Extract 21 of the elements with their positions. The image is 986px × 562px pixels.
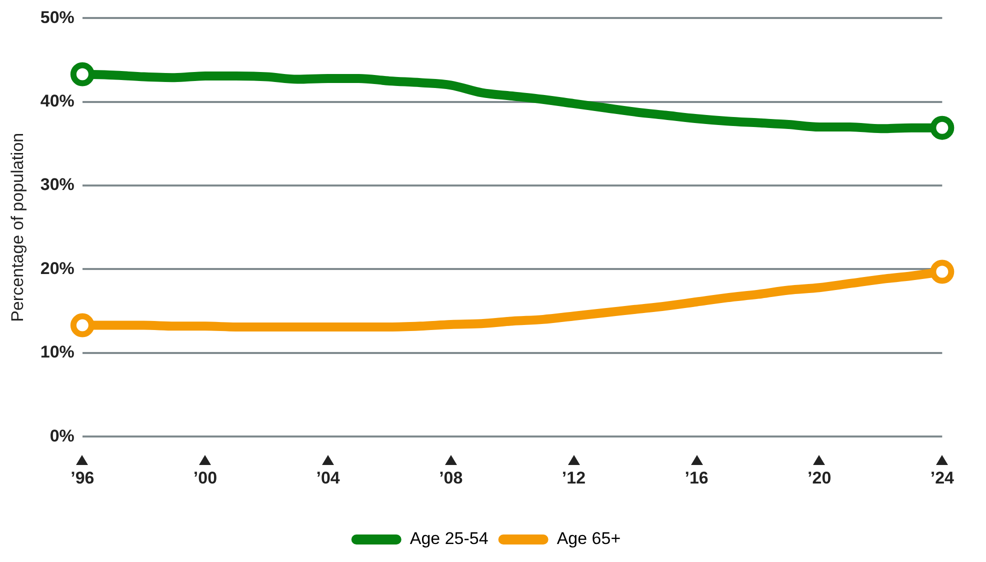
point	[70, 313, 94, 338]
point	[70, 62, 94, 86]
x-tick-label: ’04	[316, 468, 340, 488]
x-tick-label: ’96	[70, 468, 94, 488]
y-tick-label: 50%	[40, 8, 74, 27]
y-axis-title: Percentage of population	[8, 132, 27, 322]
y-tick-label: 0%	[50, 426, 74, 446]
point	[930, 116, 954, 140]
y-tick-label: 20%	[40, 258, 74, 278]
y-tick-label: 40%	[40, 92, 74, 111]
x-tick-label: ’08	[439, 468, 463, 488]
x-tick-label: ’24	[930, 468, 955, 488]
y-tick-label: 10%	[40, 342, 74, 362]
legend-label: Age 25-54	[410, 529, 488, 548]
x-tick-label: ’16	[684, 468, 708, 488]
y-tick-label: 30%	[40, 175, 74, 194]
legend-label: Age 65+	[556, 529, 621, 548]
x-tick-label: ’00	[193, 468, 218, 488]
point	[930, 260, 954, 284]
x-tick-label: ’12	[562, 468, 586, 488]
x-tick-label: ’20	[808, 468, 832, 488]
